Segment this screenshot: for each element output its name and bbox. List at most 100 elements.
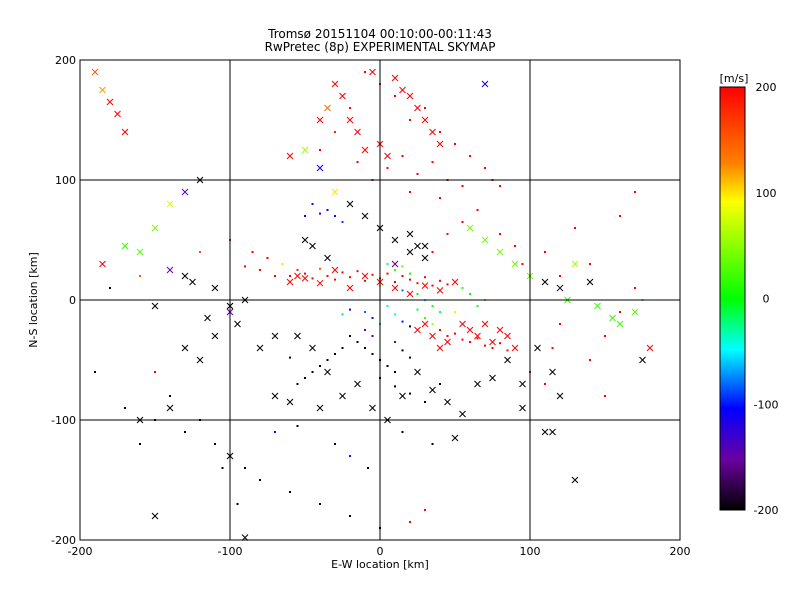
scatter-cross xyxy=(354,380,361,388)
scatter-dot xyxy=(559,323,561,325)
scatter-cross xyxy=(346,200,354,208)
colorbar-ticks: 200 100 0 -100 -200 xyxy=(754,81,779,517)
scatter-dot xyxy=(439,311,441,313)
scatter-dot xyxy=(431,251,434,253)
scatter-dot xyxy=(559,275,561,277)
scatter-dot xyxy=(484,344,486,347)
scatter-dot xyxy=(514,245,516,247)
scatter-dot xyxy=(356,270,359,273)
scatter-cross xyxy=(609,314,616,322)
scatter-dot xyxy=(461,287,464,289)
scatter-dot xyxy=(199,251,201,253)
scatter-dot xyxy=(386,167,389,169)
scatter-dot xyxy=(94,371,96,373)
scatter-dot xyxy=(326,209,329,211)
scatter-cross xyxy=(369,404,376,412)
scatter-dot xyxy=(401,320,404,323)
scatter-dot xyxy=(491,347,494,349)
scatter-cross xyxy=(151,224,159,232)
scatter-cross xyxy=(451,434,459,442)
scatter-cross xyxy=(339,92,346,100)
scatter-cross xyxy=(406,248,414,256)
scatter-cross xyxy=(181,188,189,196)
scatter-dot xyxy=(184,431,186,433)
scatter-dot xyxy=(274,275,276,277)
scatter-dot xyxy=(334,215,336,217)
y-tick-label: -100 xyxy=(51,414,76,427)
x-axis-ticks: -200 -100 0 100 200 xyxy=(68,545,691,558)
scatter-cross xyxy=(534,344,541,352)
y-tick-label: -200 xyxy=(51,534,76,547)
scatter-cross xyxy=(481,236,489,244)
scatter-dot xyxy=(394,371,396,373)
scatter-dot xyxy=(431,443,434,445)
scatter-dot xyxy=(244,467,246,469)
scatter-cross xyxy=(271,332,279,340)
scatter-cross xyxy=(414,242,421,250)
scatter-dot xyxy=(259,269,261,271)
scatter-cross xyxy=(346,116,354,124)
scatter-dot xyxy=(394,281,396,283)
colorbar-tick-label: 0 xyxy=(763,293,770,306)
scatter-cross xyxy=(361,212,369,220)
x-tick-label: 100 xyxy=(520,545,541,558)
scatter-dot xyxy=(244,265,246,268)
scatter-cross xyxy=(121,128,129,136)
scatter-cross xyxy=(91,68,99,76)
scatter-cross xyxy=(324,368,331,376)
scatter-cross xyxy=(309,344,316,352)
y-axis-label: N-S location [km] xyxy=(27,252,40,348)
scatter-cross xyxy=(414,104,421,112)
scatter-cross xyxy=(391,260,399,268)
scatter-dot xyxy=(371,273,374,276)
scatter-dot xyxy=(454,332,456,335)
scatter-cross xyxy=(511,260,519,268)
scatter-cross xyxy=(429,332,436,340)
scatter-cross xyxy=(151,512,159,520)
scatter-cross xyxy=(414,368,421,376)
scatter-cross xyxy=(294,332,301,340)
scatter-cross xyxy=(481,320,489,328)
scatter-cross xyxy=(421,242,429,250)
scatter-cross xyxy=(331,266,339,274)
scatter-cross xyxy=(369,68,376,76)
scatter-dot xyxy=(469,293,471,295)
scatter-cross xyxy=(339,392,346,400)
scatter-dot xyxy=(304,377,306,379)
scatter-dot xyxy=(499,233,501,235)
scatter-cross xyxy=(571,260,579,268)
scatter-dot xyxy=(439,279,441,282)
scatter-cross xyxy=(474,332,481,340)
scatter-dot xyxy=(409,272,411,275)
scatter-dot xyxy=(319,267,321,270)
scatter-dot xyxy=(334,278,336,281)
scatter-dot xyxy=(401,265,404,268)
scatter-cross xyxy=(346,284,354,292)
scatter-cross xyxy=(459,410,466,418)
scatter-dot xyxy=(476,337,479,340)
scatter-cross xyxy=(354,128,361,136)
scatter-cross xyxy=(121,242,129,250)
scatter-dot xyxy=(364,347,366,349)
scatter-dot xyxy=(326,275,329,277)
scatter-cross xyxy=(211,332,219,340)
scatter-dot xyxy=(634,287,636,289)
scatter-cross xyxy=(504,332,511,340)
scatter-dot xyxy=(334,353,336,355)
scatter-dot xyxy=(589,263,591,265)
scatter-cross xyxy=(519,404,526,412)
scatter-dot xyxy=(446,283,449,286)
scatter-dot xyxy=(439,131,441,133)
scatter-cross xyxy=(361,146,369,154)
scatter-dot xyxy=(386,305,389,307)
scatter-cross xyxy=(406,230,414,238)
scatter-cross xyxy=(309,242,316,250)
scatter-points xyxy=(91,68,654,541)
scatter-dot xyxy=(499,342,501,345)
scatter-dot xyxy=(349,455,351,457)
scatter-dot xyxy=(394,313,396,316)
scatter-dot xyxy=(544,251,546,253)
scatter-dot xyxy=(461,221,464,223)
scatter-dot xyxy=(311,371,314,373)
scatter-cross xyxy=(166,200,174,208)
